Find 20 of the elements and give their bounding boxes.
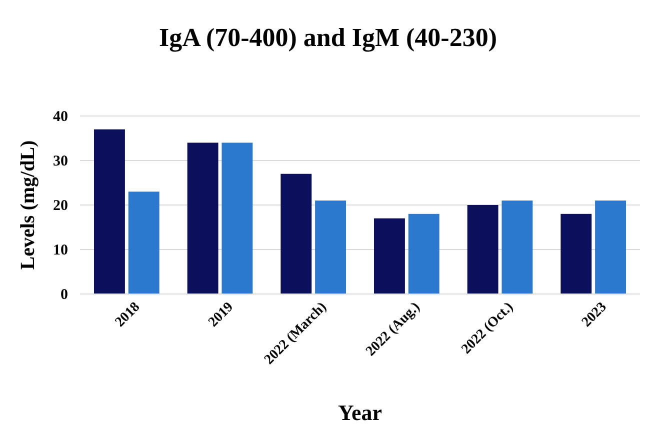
bar [280,174,312,294]
bar [595,200,626,294]
bar [560,214,592,294]
y-tick-label: 40 [53,108,68,125]
bar [502,200,533,294]
bar [408,214,440,294]
x-axis-title: Year [338,400,382,425]
bar [128,192,160,294]
bar [187,142,218,294]
y-tick-label: 10 [53,242,68,258]
bar [374,218,405,294]
y-tick-label: 30 [53,153,68,170]
bar [94,129,125,294]
bar [467,205,498,294]
bar [222,142,253,294]
y-tick-label: 20 [53,198,68,214]
chart-title: IgA (70-400) and IgM (40-230) [159,23,497,52]
bar [315,200,346,294]
y-tick-label: 0 [60,286,68,303]
y-axis-title: Levels (mg/dL) [17,140,39,270]
